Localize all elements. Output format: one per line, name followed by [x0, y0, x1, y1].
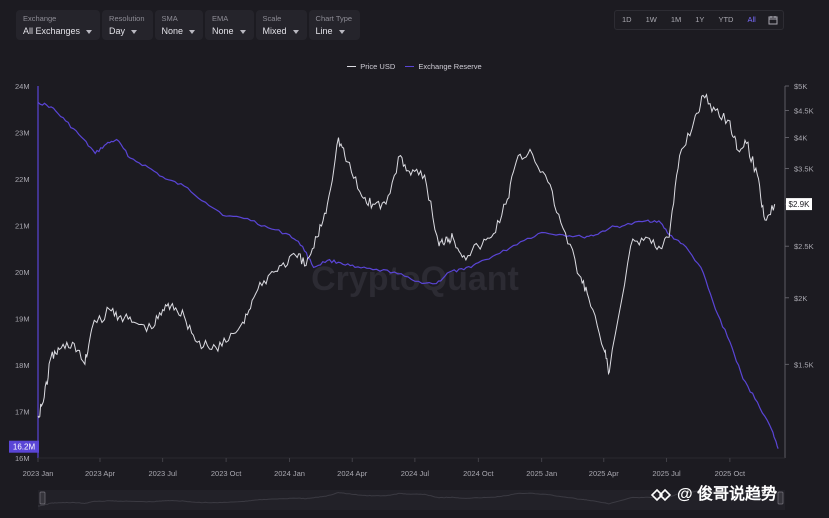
- x-axis-tick-label: 2023 Jan: [23, 469, 54, 478]
- current-reserve-badge: [9, 440, 39, 453]
- legend-swatch-reserve: [405, 65, 415, 67]
- x-axis-tick-label: 2024 Oct: [463, 469, 494, 478]
- chevron-down-icon: [131, 29, 138, 34]
- range-ytd-button[interactable]: YTD: [718, 15, 734, 24]
- range-1d-button[interactable]: 1D: [622, 15, 632, 24]
- chevron-down-icon: [189, 29, 196, 34]
- chart-legend: Price USD Exchange Reserve: [0, 60, 829, 71]
- left-axis-tick-label: 21M: [15, 222, 30, 231]
- current-price-badge: [786, 198, 812, 211]
- legend-swatch-price: [347, 65, 357, 67]
- exchange-value: All Exchanges: [23, 26, 81, 36]
- current-price-value: $2.9K: [789, 200, 811, 209]
- calendar-icon[interactable]: [763, 11, 783, 29]
- scale-label: Scale: [262, 14, 282, 23]
- x-axis-tick-label: 2025 Oct: [715, 469, 746, 478]
- current-price-label: $2.9K: [786, 198, 812, 211]
- chart-type-label: Chart Type: [315, 14, 353, 23]
- right-axis-tick-label: $4.5K: [794, 106, 814, 115]
- x-axis-tick-label: 2024 Apr: [337, 469, 368, 478]
- left-axis-tick-label: 17M: [15, 408, 30, 417]
- x-axis-tick-label: 2025 Apr: [589, 469, 620, 478]
- footer-tag-text: @ 俊哥说趋势: [677, 484, 777, 503]
- scale-dropdown[interactable]: Scale Mixed: [255, 10, 307, 40]
- left-axis-tick-label: 16M: [15, 454, 30, 463]
- scale-value: Mixed: [262, 26, 287, 36]
- right-axis-tick-label: $4K: [794, 134, 807, 143]
- navigator-right-handle[interactable]: [777, 491, 784, 505]
- x-axis-tick-label: 2024 Jan: [274, 469, 305, 478]
- ema-value: None: [212, 26, 234, 36]
- right-axis-ticks: $5K$4.5K$4K$3.5K$3K$2.5K$2K$1.5K: [785, 82, 814, 369]
- exchange-dropdown[interactable]: Exchange All Exchanges: [16, 10, 101, 40]
- right-axis-tick-label: $1.5K: [794, 360, 814, 369]
- sma-value: None: [161, 26, 184, 36]
- sma-dropdown[interactable]: SMA None: [154, 10, 204, 40]
- x-axis-tick-label: 2025 Jan: [526, 469, 557, 478]
- footer-tag: @ 俊哥说趋势: [650, 484, 777, 503]
- resolution-dropdown[interactable]: Resolution Day: [102, 10, 153, 40]
- x-axis-tick-label: 2023 Apr: [85, 469, 116, 478]
- chevron-down-icon: [338, 29, 345, 34]
- toolbar: Exchange All Exchanges Resolution Day SM…: [16, 10, 361, 40]
- watermark: CryptoQuant: [311, 260, 519, 298]
- x-axis-ticks: 2023 Jan 2023 Apr 2023 Jul 2023 Oct 2024 Jan…: [23, 458, 746, 478]
- x-axis-tick-label: 2023 Oct: [211, 469, 242, 478]
- series-line-exchange-reserve: [37, 101, 779, 449]
- left-axis-tick-label: 20M: [15, 268, 30, 277]
- resolution-value: Day: [109, 26, 126, 36]
- range-1y-button[interactable]: 1Y: [695, 15, 705, 24]
- left-axis-tick-label: 24M: [15, 82, 30, 91]
- right-axis-tick-label: $5K: [794, 82, 807, 91]
- left-axis-ticks: 24M 23M 22M 21M 20M 19M 18M 17M 16M: [15, 82, 30, 463]
- x-axis-tick-label: 2025 Jul: [652, 469, 681, 478]
- resolution-label: Resolution: [109, 14, 145, 23]
- navigator-track: [38, 490, 785, 510]
- legend-item-reserve[interactable]: Exchange Reserve: [405, 61, 482, 71]
- current-reserve-label: 16.2M: [9, 440, 39, 453]
- ema-dropdown[interactable]: EMA None: [205, 10, 254, 40]
- range-selector: 1D 1W 1M 1Y YTD All: [614, 10, 784, 30]
- ema-label: EMA: [212, 14, 229, 23]
- range-1w-button[interactable]: 1W: [645, 15, 657, 24]
- navigator[interactable]: [38, 489, 785, 510]
- chart-type-value: Line: [315, 26, 333, 36]
- right-axis-tick-label: $3.5K: [794, 164, 814, 173]
- left-axis-tick-label: 18M: [15, 361, 30, 370]
- exchange-label: Exchange: [23, 14, 57, 23]
- chevron-down-icon: [239, 29, 246, 34]
- sma-label: SMA: [161, 14, 178, 23]
- left-axis-tick-label: 19M: [15, 315, 30, 324]
- x-axis-tick-label: 2023 Jul: [149, 469, 178, 478]
- chevron-down-icon: [292, 29, 299, 34]
- right-axis-tick-label: $2K: [794, 294, 807, 303]
- legend-label-price: Price USD: [360, 61, 396, 71]
- left-axis-tick-label: 22M: [15, 175, 30, 184]
- current-reserve-value: 16.2M: [13, 443, 36, 452]
- diamond-logo-icon: [650, 488, 672, 502]
- legend-item-price[interactable]: Price USD: [347, 62, 395, 71]
- legend-label-reserve: Exchange Reserve: [418, 61, 482, 71]
- right-axis-tick-label: $2.5K: [794, 242, 814, 251]
- x-axis-tick-label: 2024 Jul: [401, 469, 430, 478]
- chart-type-dropdown[interactable]: Chart Type Line: [308, 10, 361, 40]
- series-line-price-usd: [37, 93, 776, 419]
- navigator-left-handle[interactable]: [39, 491, 46, 505]
- chevron-down-icon: [86, 29, 93, 34]
- left-axis-tick-label: 23M: [15, 129, 30, 138]
- range-all-button[interactable]: All: [747, 15, 756, 24]
- range-1m-button[interactable]: 1M: [670, 15, 682, 24]
